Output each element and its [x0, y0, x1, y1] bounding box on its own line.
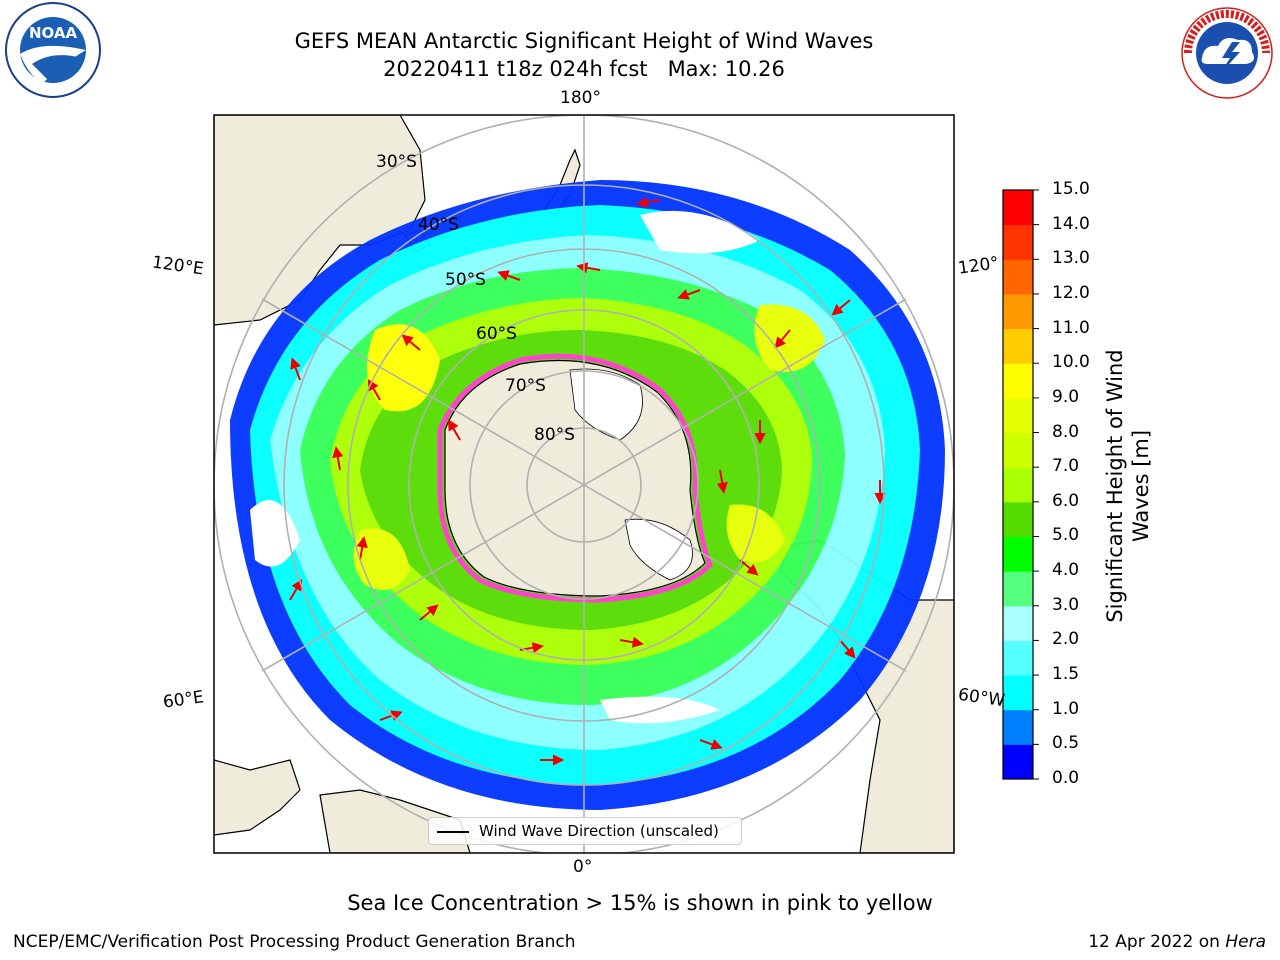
- colorbar-tick-label: 1.5: [1052, 664, 1080, 685]
- colorbar-segment: [1003, 293, 1033, 330]
- graticule: [214, 115, 954, 853]
- colorbar-title: Significant Height of Wind Waves [m]: [1102, 349, 1154, 622]
- field-yellow-spot-3: [353, 528, 410, 590]
- colorbar-tick-label: 5.0: [1052, 525, 1080, 546]
- colorbar-tick-label: 6.0: [1052, 490, 1080, 511]
- footer-date: 12 Apr 2022 on Hera: [1088, 932, 1266, 952]
- colorbar-tick-label: 4.0: [1052, 560, 1080, 581]
- colorbar-tick-label: 15.0: [1052, 179, 1090, 199]
- nws-logo: [1181, 7, 1273, 99]
- colorbar-frame: [1002, 189, 1034, 780]
- lon-label-180: 180°: [560, 88, 601, 108]
- colorbar-segment: [1003, 467, 1033, 503]
- lat-label-80s: 80°S: [534, 425, 575, 445]
- svg-text:NOAA: NOAA: [29, 24, 78, 42]
- chart-title: GEFS MEAN Antarctic Significant Height o…: [234, 27, 934, 83]
- colorbar-segment: [1003, 190, 1033, 226]
- colorbar-segment: [1003, 640, 1033, 676]
- field-yellow-spot-1: [367, 324, 440, 412]
- colorbar-segment: [1003, 709, 1033, 745]
- wind-wave-arrows: [289, 196, 886, 766]
- colorbar-segment: [1003, 675, 1033, 711]
- footer-date-text: 12 Apr 2022 on: [1088, 932, 1226, 952]
- colorbar-segment: [1003, 605, 1033, 641]
- colorbar-segment: [1003, 328, 1033, 364]
- colorbar-segment: [1003, 571, 1033, 607]
- colorbar-title-line-1: Significant Height of Wind: [1103, 349, 1127, 623]
- colorbar-tick-label: 0.0: [1052, 768, 1080, 788]
- colorbar-tick-label: 7.0: [1052, 456, 1080, 477]
- colorbar-segment: [1003, 536, 1033, 572]
- colorbar-tick-label: 3.0: [1052, 594, 1080, 615]
- sea-ice-edge: [437, 353, 713, 603]
- colorbar-tick-label: 1.0: [1052, 698, 1080, 719]
- colorbar-tick-label: 12.0: [1052, 282, 1090, 303]
- lon-label-0: 0°: [573, 857, 593, 877]
- colorbar-segment: [1003, 501, 1033, 537]
- colorbar-segment: [1003, 363, 1033, 399]
- colorbar-tick-label: 9.0: [1052, 386, 1080, 407]
- colorbar-segment: [1003, 224, 1033, 260]
- footer-host: Hera: [1225, 932, 1266, 952]
- title-line-2: 20220411 t18z 024h fcst Max: 10.26: [383, 57, 785, 81]
- map-legend: Wind Wave Direction (unscaled): [428, 817, 742, 845]
- ross-ice-shelf: [569, 368, 643, 441]
- colorbar-tick-label: 14.0: [1052, 213, 1090, 234]
- lat-label-40s: 40°S: [418, 215, 459, 235]
- lat-label-70s: 70°S: [505, 376, 546, 396]
- weddell-ice-shelf: [624, 518, 693, 581]
- colorbar-segment: [1003, 744, 1033, 780]
- colorbar-tick-label: 10.0: [1052, 352, 1090, 373]
- noaa-logo: NOAA: [5, 2, 101, 98]
- colorbar-segment: [1003, 397, 1033, 434]
- lat-label-60s: 60°S: [476, 324, 517, 344]
- legend-label: Wind Wave Direction (unscaled): [479, 822, 719, 840]
- colorbar-tick-label: 2.0: [1052, 629, 1080, 650]
- colorbar-tick-label: 13.0: [1052, 248, 1090, 269]
- footer-credit: NCEP/EMC/Verification Post Processing Pr…: [13, 932, 576, 952]
- title-line-1: GEFS MEAN Antarctic Significant Height o…: [294, 29, 874, 53]
- colorbar-segment: [1003, 259, 1033, 295]
- lat-label-50s: 50°S: [445, 270, 486, 290]
- colorbar-tick-label: 0.5: [1052, 733, 1080, 754]
- sea-ice-note: Sea Ice Concentration > 15% is shown in …: [347, 891, 933, 915]
- colorbar-tick-label: 11.0: [1052, 317, 1090, 338]
- colorbar-segment: [1003, 432, 1033, 468]
- field-yellow-spot-4: [726, 504, 785, 563]
- colorbar-title-line-2: Waves [m]: [1129, 429, 1153, 543]
- colorbar-tick-label: 8.0: [1052, 421, 1080, 442]
- lat-label-30s: 30°S: [376, 152, 417, 172]
- map-frame: [213, 114, 955, 854]
- colorbar: [1002, 189, 1039, 780]
- legend-line-sample: [437, 831, 469, 833]
- africa-land: [214, 759, 301, 836]
